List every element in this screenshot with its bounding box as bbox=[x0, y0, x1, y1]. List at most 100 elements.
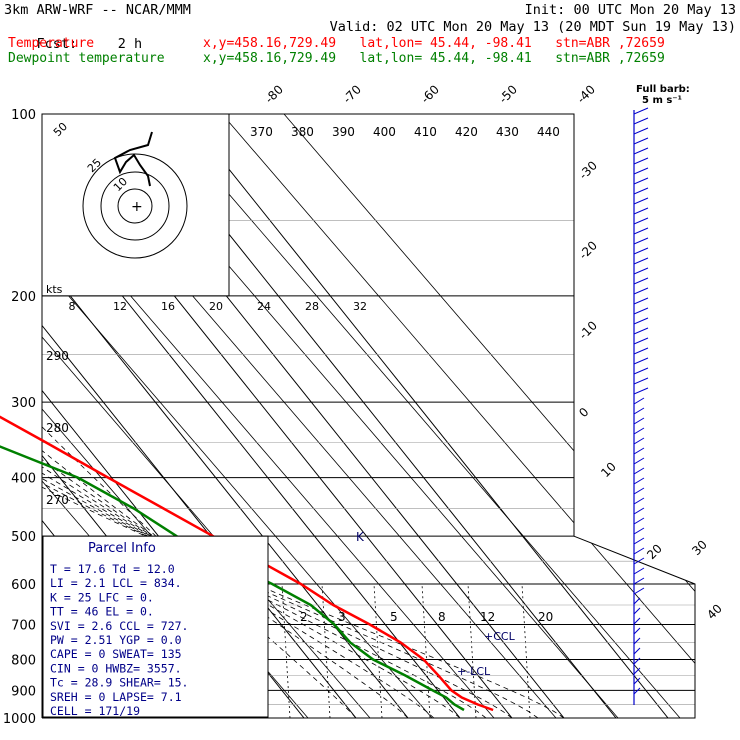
wind-barb bbox=[633, 447, 645, 455]
hodograph-speed-label: 20 bbox=[209, 300, 223, 313]
hodograph-trace bbox=[113, 131, 153, 187]
wind-barb bbox=[633, 197, 649, 205]
hodograph-speed-label: 32 bbox=[353, 300, 367, 313]
wind-barb bbox=[633, 337, 649, 345]
init-time: Init: 00 UTC Mon 20 May 13 bbox=[524, 2, 736, 18]
wind-barb bbox=[633, 527, 645, 535]
wind-barb bbox=[633, 677, 641, 685]
wind-barb bbox=[633, 467, 645, 475]
parcel-info-row: PW = 2.51 YGP = 0.0 bbox=[50, 633, 182, 647]
mixing-ratio-label: 3 bbox=[338, 610, 346, 624]
wind-barb bbox=[633, 637, 641, 645]
dry-adiabat-line bbox=[42, 114, 433, 718]
wind-barb bbox=[633, 657, 641, 665]
mixing-ratio-line bbox=[321, 583, 331, 718]
wind-barb bbox=[633, 557, 645, 565]
theta-label: 280 bbox=[46, 421, 69, 435]
mixing-ratio-line bbox=[373, 583, 383, 718]
hodograph: + bbox=[41, 113, 230, 297]
wind-barb bbox=[633, 587, 645, 595]
hodograph-speed-label: 8 bbox=[69, 300, 76, 313]
wind-barb bbox=[633, 237, 649, 245]
wind-barb bbox=[633, 687, 641, 695]
theta-label: 410 bbox=[414, 125, 437, 139]
pressure-tick-label: 700 bbox=[11, 618, 36, 633]
wind-barb bbox=[633, 617, 641, 625]
wind-barb bbox=[633, 627, 641, 635]
pressure-tick-label: 1000 bbox=[3, 712, 36, 727]
wind-barb bbox=[633, 427, 645, 435]
wind-barb bbox=[633, 477, 645, 485]
wind-barb-legend: Full barb: bbox=[636, 84, 690, 95]
wind-barb bbox=[633, 577, 645, 585]
dry-adiabat-line bbox=[283, 114, 695, 718]
model-title: 3km ARW-WRF -- NCAR/MMM bbox=[4, 2, 191, 18]
wind-barb bbox=[633, 327, 649, 335]
wind-barb bbox=[633, 497, 645, 505]
wind-barb bbox=[633, 257, 649, 265]
mixing-ratio-line bbox=[421, 583, 431, 718]
pressure-tick-label: 500 bbox=[11, 530, 36, 545]
hodograph-speed-label: 24 bbox=[257, 300, 271, 313]
theta-label: 400 bbox=[373, 125, 396, 139]
wind-barb-units: 5 m s⁻¹ bbox=[642, 95, 682, 106]
wind-barb bbox=[633, 277, 649, 285]
mixing-ratio-line bbox=[467, 583, 477, 718]
pressure-tick-label: 400 bbox=[11, 472, 36, 487]
isotherm-line bbox=[184, 114, 669, 718]
mixing-ratio-label: 8 bbox=[438, 610, 446, 624]
wind-barb bbox=[633, 117, 649, 125]
mixing-ratio-line bbox=[521, 583, 531, 718]
mixing-ratio-label: 2 bbox=[300, 610, 308, 624]
wind-barb bbox=[633, 287, 649, 295]
theta-label: 440 bbox=[537, 125, 560, 139]
wind-barb bbox=[633, 407, 645, 415]
pressure-tick-label: 900 bbox=[11, 684, 36, 699]
hodograph-ring bbox=[117, 188, 153, 224]
isotherm-label: 0 bbox=[576, 405, 591, 420]
parcel-info-row: CIN = 0 HWBZ= 3557. bbox=[50, 661, 182, 675]
mixing-ratio-label: 20 bbox=[538, 610, 553, 624]
wind-barb bbox=[633, 417, 645, 425]
hodograph-speed-label: 28 bbox=[305, 300, 319, 313]
wind-barb bbox=[633, 167, 649, 175]
wind-barb bbox=[633, 537, 645, 545]
pressure-tick-label: 600 bbox=[11, 578, 36, 593]
pressure-tick-label: 100 bbox=[11, 108, 36, 123]
theta-label: 270 bbox=[46, 493, 69, 507]
theta-label: 290 bbox=[46, 349, 69, 363]
hodograph-speed-label: 16 bbox=[161, 300, 175, 313]
isotherm-label: -40 bbox=[574, 82, 598, 106]
wind-barb bbox=[633, 507, 645, 515]
wind-barb bbox=[633, 547, 645, 555]
wind-barb bbox=[633, 177, 649, 185]
wind-barb bbox=[633, 227, 649, 235]
wind-barb bbox=[633, 267, 649, 275]
pressure-tick-label: 200 bbox=[11, 290, 36, 305]
ccl-annotation: +CCL bbox=[484, 630, 516, 643]
hodograph-frame bbox=[41, 113, 230, 297]
valid-time: Valid: 02 UTC Mon 20 May 13 (20 MDT Sun … bbox=[329, 19, 736, 35]
hodograph-units: kts bbox=[46, 283, 63, 296]
parcel-info-row: T = 17.6 Td = 12.0 bbox=[50, 562, 175, 576]
wind-barb bbox=[633, 607, 641, 615]
dewpoint-location: x,y=458.16,729.49 lat,lon= 45.44, -98.41… bbox=[203, 51, 665, 66]
parcel-info-row: K = 25 LFC = 0. bbox=[50, 590, 154, 604]
wind-barb bbox=[633, 207, 649, 215]
wind-barb bbox=[633, 597, 641, 605]
wind-barb bbox=[633, 107, 649, 115]
forecast-hours: 2 h bbox=[117, 36, 143, 52]
pressure-tick-label: 300 bbox=[11, 396, 36, 411]
wind-barb bbox=[633, 157, 649, 165]
wind-barb bbox=[633, 147, 649, 155]
dry-adiabat-line bbox=[159, 114, 681, 718]
isotherm-label: 10 bbox=[598, 459, 619, 480]
temperature-trace bbox=[0, 415, 494, 712]
wind-barb bbox=[633, 187, 649, 195]
parcel-marker: K bbox=[356, 530, 365, 544]
wind-barb bbox=[633, 317, 649, 325]
wind-barb bbox=[633, 647, 641, 655]
parcel-info-frame bbox=[42, 535, 269, 718]
parcel-info-row: SVI = 2.6 CCL = 727. bbox=[50, 619, 188, 633]
wind-barb bbox=[633, 387, 649, 395]
